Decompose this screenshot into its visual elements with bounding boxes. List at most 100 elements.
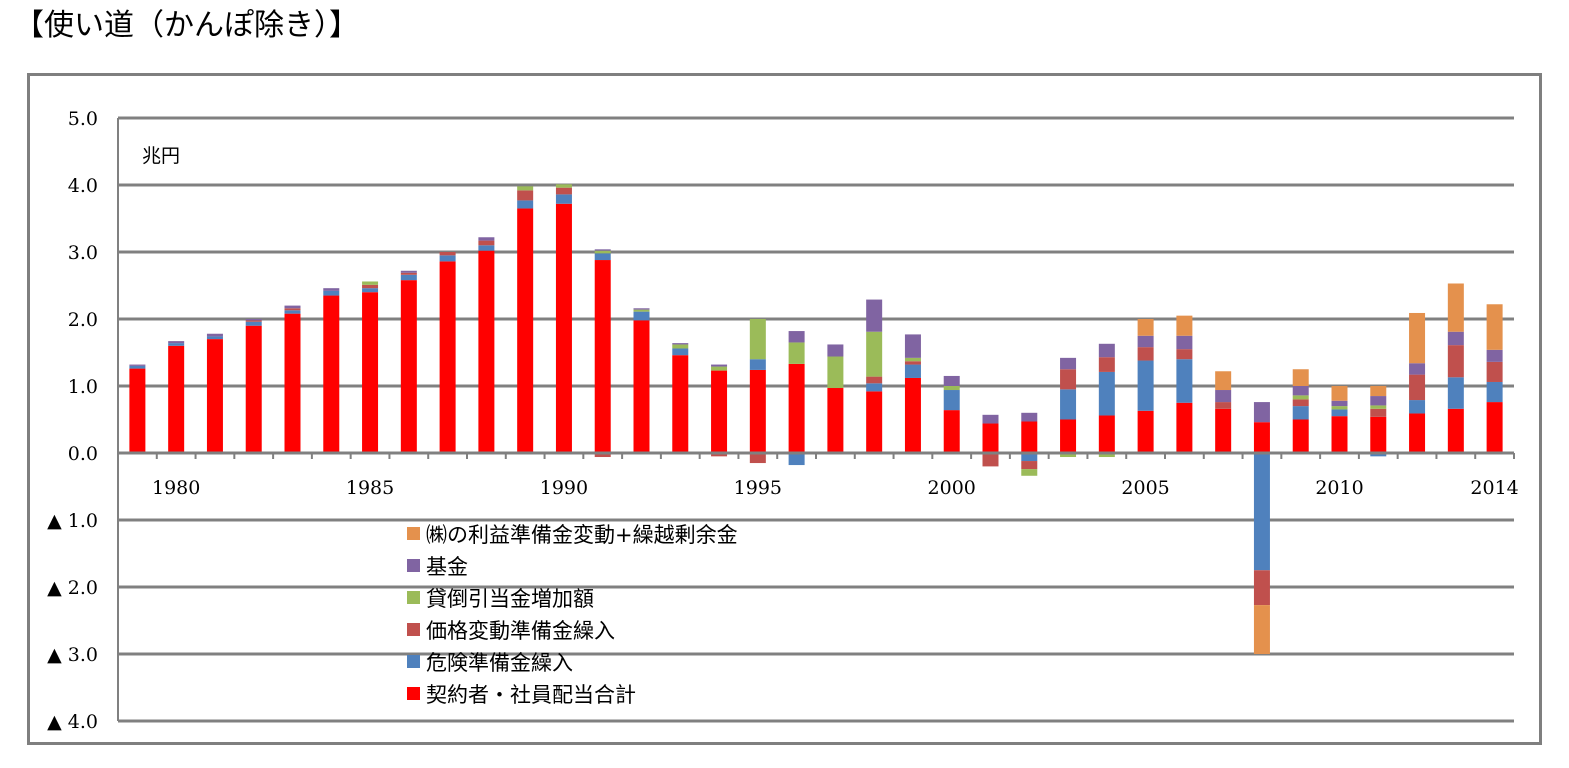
bar-segment — [1137, 335, 1154, 348]
bar-segment — [323, 295, 340, 453]
bar-segment — [1215, 371, 1232, 391]
bar-segment — [749, 453, 766, 464]
bar-segment — [1176, 359, 1193, 403]
bar-segment — [400, 280, 417, 453]
bar-segment — [245, 319, 262, 321]
bar-segment — [1176, 402, 1193, 453]
bar-segment — [362, 281, 379, 285]
bar-segment — [1137, 319, 1154, 336]
bar-segment — [1021, 469, 1038, 476]
bar-segment — [1176, 349, 1193, 360]
bar-segment — [400, 270, 417, 273]
bar-segment — [904, 357, 921, 362]
bar-segment — [943, 410, 960, 453]
bar-segment — [1486, 304, 1503, 350]
bar-segment — [827, 388, 844, 453]
bar-segment — [1215, 408, 1232, 453]
y-tick-label: ▲ 4.0 — [47, 711, 98, 733]
bar-segment — [672, 355, 689, 453]
bar-segment — [245, 321, 262, 326]
bar-segment — [478, 240, 495, 246]
bar-segment — [1486, 381, 1503, 403]
bar-segment — [1292, 395, 1309, 400]
bar-layer — [129, 184, 1503, 654]
y-tick-label: ▲ 3.0 — [47, 644, 98, 666]
bar-segment — [594, 260, 611, 453]
bar-segment — [1060, 357, 1077, 370]
bar-segment — [362, 292, 379, 453]
bar-segment — [1060, 453, 1077, 458]
bar-segment — [400, 272, 417, 275]
bar-segment — [982, 453, 999, 467]
bar-segment — [943, 375, 960, 386]
bar-segment — [478, 237, 495, 241]
bar-segment — [1060, 369, 1077, 390]
bar-segment — [1292, 369, 1309, 386]
bar-segment — [982, 423, 999, 453]
x-tick-label: 1990 — [540, 477, 588, 499]
legend-swatch — [407, 655, 420, 668]
bar-segment — [1292, 386, 1309, 396]
bar-segment — [594, 453, 611, 458]
bar-segment — [749, 359, 766, 370]
bar-segment — [1098, 371, 1115, 416]
legend-swatch — [407, 623, 420, 636]
legend-swatch — [407, 687, 420, 700]
bar-segment — [1060, 389, 1077, 420]
x-tick-label: 2014 — [1470, 477, 1518, 499]
bar-segment — [1331, 386, 1348, 401]
bar-segment — [633, 309, 650, 312]
bar-segment — [1486, 361, 1503, 382]
bar-segment — [788, 331, 805, 343]
bar-segment — [1215, 390, 1232, 403]
bar-segment — [633, 308, 650, 310]
bar-segment — [400, 274, 417, 281]
bar-segment — [517, 186, 534, 191]
bar-segment — [711, 366, 728, 371]
bar-segment — [1486, 402, 1503, 453]
bar-segment — [943, 386, 960, 391]
bar-segment — [1447, 377, 1464, 409]
bar-segment — [1253, 453, 1270, 571]
legend-swatch — [407, 527, 420, 540]
bar-segment — [1331, 416, 1348, 453]
bar-segment — [129, 364, 146, 366]
bar-segment — [904, 361, 921, 365]
bar-segment — [206, 333, 223, 337]
y-tick-label: 5.0 — [68, 108, 98, 130]
legend-swatch — [407, 591, 420, 604]
bar-segment — [866, 376, 883, 384]
legend-label: 貸倒引当金増加額 — [426, 587, 594, 611]
bar-segment — [1409, 400, 1426, 414]
bar-segment — [362, 284, 379, 289]
bar-segment — [672, 348, 689, 356]
bar-segment — [517, 208, 534, 453]
bar-segment — [1331, 409, 1348, 417]
bar-segment — [866, 299, 883, 332]
bar-segment — [1370, 453, 1387, 457]
y-tick-label: 4.0 — [68, 175, 98, 197]
bar-segment — [439, 261, 456, 453]
bar-segment — [594, 253, 611, 261]
bar-segment — [129, 368, 146, 453]
bar-segment — [1370, 416, 1387, 453]
bar-segment — [788, 342, 805, 364]
bar-segment — [478, 245, 495, 251]
bar-segment — [1176, 315, 1193, 336]
bar-segment — [245, 325, 262, 453]
bar-segment — [323, 288, 340, 291]
bar-segment — [168, 341, 185, 344]
bar-segment — [633, 311, 650, 321]
bar-segment — [594, 249, 611, 251]
bar-segment — [1409, 374, 1426, 401]
bar-segment — [594, 250, 611, 254]
bar-segment — [1486, 349, 1503, 362]
bar-segment — [1409, 312, 1426, 364]
bar-segment — [245, 320, 262, 322]
chart-frame — [27, 73, 1542, 745]
legend-label: 危険準備金繰入 — [426, 651, 573, 675]
bar-segment — [866, 383, 883, 392]
bar-segment — [323, 290, 340, 296]
y-unit-label: 兆円 — [142, 145, 180, 167]
axis-layer: 5.0 4.0 3.0 2.0 1.0 0.0 ▲ 1.0 ▲ 2.0 ▲ 3.0 ▲ 4.0 19… — [47, 108, 1519, 733]
